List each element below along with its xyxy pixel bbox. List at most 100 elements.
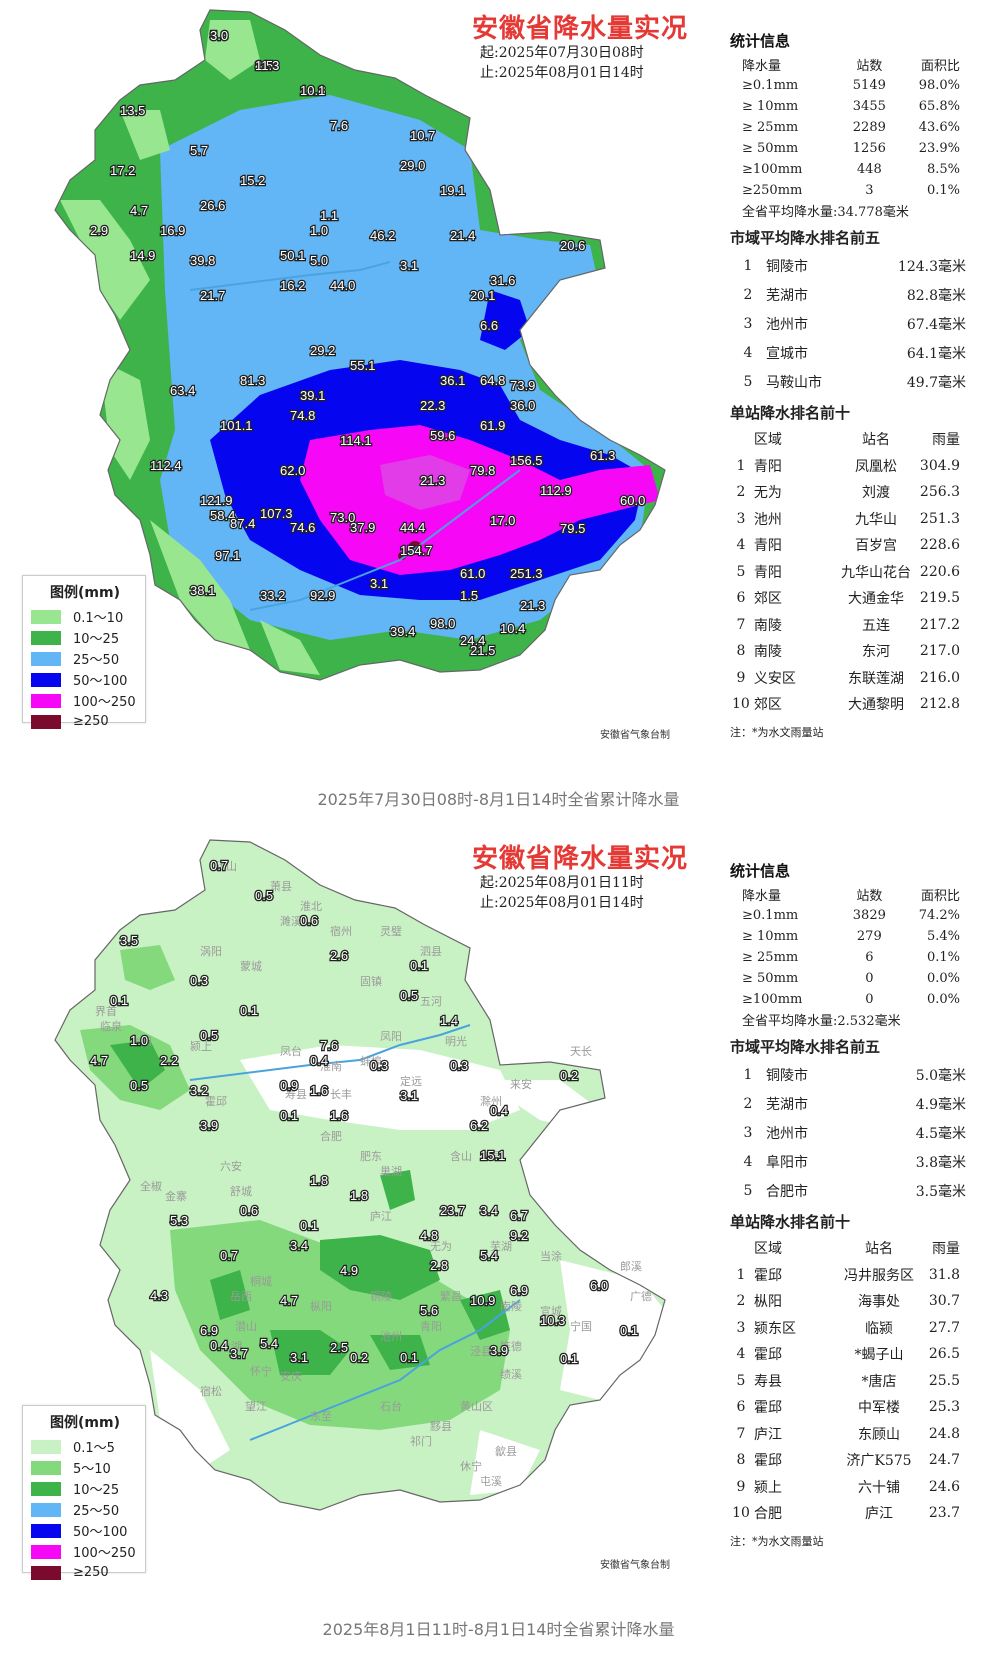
station-station: 凤凰松 xyxy=(854,458,897,475)
city-rank: 1 xyxy=(743,257,753,274)
station-value-label: 4.7 xyxy=(280,1293,298,1308)
stats-table: 降水量 站数 面积比 ≥0.1mm 3829 74.2% ≥ 10mm 279 5.4% ≥… xyxy=(730,884,960,1010)
station-value-label: 4.7 xyxy=(90,1053,108,1068)
station-station: 临颍 xyxy=(865,1320,893,1337)
station-value-label: 9.2 xyxy=(510,1228,528,1243)
station-rank: 6 xyxy=(736,1399,746,1416)
city-ranking-list: 1 铜陵市 5.0毫米 2 芜湖市 4.9毫米 3 池州市 4.5毫米 4 阜阳市 3.8毫米 5 合肥市… xyxy=(730,1060,970,1205)
city-ranking-row: 2 芜湖市 82.8毫米 xyxy=(730,280,970,309)
city-value: 3.5毫米 xyxy=(915,1183,966,1200)
station-ranking-table: 区域 站名 雨量 1 青阳 凤凰松 304.9 2 无为 刘渡 256.3 3 池州 九华山 251.… xyxy=(730,426,960,718)
station-value-label: 10.7 xyxy=(410,128,435,143)
station-value-label: 1.6 xyxy=(310,1083,328,1098)
station-value-label: 39.8 xyxy=(190,253,215,268)
station-station: 中军楼 xyxy=(858,1400,900,1417)
station-rank: 10 xyxy=(732,696,750,713)
station-value-label: 10.3 xyxy=(540,1313,565,1328)
city-name-label: 五河 xyxy=(420,995,442,1008)
city-ranking-row: 1 铜陵市 124.3毫米 xyxy=(730,251,970,280)
city-name-label: 怀宁 xyxy=(250,1364,272,1378)
city-name-label: 砀山 xyxy=(215,860,237,873)
station-value-label: 3.9 xyxy=(200,1118,218,1133)
station-value-label: 0.1 xyxy=(300,1218,318,1233)
city-city: 芜湖市 xyxy=(766,1096,808,1113)
city-name-label: 颍上 xyxy=(190,1040,212,1053)
station-value-label: 0.5 xyxy=(200,1028,218,1043)
station-value-label: 2.9 xyxy=(90,223,108,238)
station-value-label: 4.3 xyxy=(150,1288,168,1303)
stats-row: ≥100mm 448 8.5% xyxy=(730,159,960,180)
station-value-label: 33.2 xyxy=(260,588,285,603)
station-value-label: 10.9 xyxy=(470,1293,495,1308)
city-name-label: 宿松 xyxy=(200,1384,222,1398)
station-value-label: 10.4 xyxy=(500,621,525,636)
city-city: 马鞍山市 xyxy=(766,374,822,391)
precip-map-panel-1: 5.8 8.5 12.8 13.5 7.6 10.7 5.7 29.0 17.2 15.2 19.1… xyxy=(0,0,997,809)
province-border-2 xyxy=(54,839,666,1511)
station-value-label: 81.3 xyxy=(240,373,265,388)
station-value-label: 61.3 xyxy=(590,448,615,463)
city-name-label: 祁门 xyxy=(410,1434,432,1448)
station-col-name: 站名 xyxy=(861,432,890,449)
station-row: 5 青阳 九华山花台 220.6 xyxy=(730,559,960,586)
station-rank: 4 xyxy=(736,537,746,554)
station-col-value: 雨量 xyxy=(932,432,960,449)
station-row: 10 郊区 大通黎明 212.8 xyxy=(730,691,960,718)
station-value-label: 13.5 xyxy=(120,103,145,118)
station-value-label: 64.8 xyxy=(480,373,505,388)
station-value-label: 39.4 xyxy=(390,624,415,639)
legend-item: 100～250 xyxy=(31,690,139,711)
map-legend: 图例(mm) 0.1～5 5～10 10～25 25～50 50～100 100～250 ≥… xyxy=(22,1405,146,1580)
city-rank: 3 xyxy=(743,315,753,332)
city-rank: 1 xyxy=(743,1066,753,1083)
station-value-label: 6.2 xyxy=(470,1118,488,1133)
legend-label: ≥250 xyxy=(73,1565,109,1580)
station-value-label: 0.6 xyxy=(300,913,318,928)
legend-label: ≥250 xyxy=(73,714,109,729)
station-value: 24.7 xyxy=(928,1452,960,1469)
station-row: 10 合肥 庐江 23.7 xyxy=(730,1500,960,1527)
map-caption: 2025年7月30日08时-8月1日14时全省累计降水量 xyxy=(317,790,680,809)
station-value-label: 3.7 xyxy=(230,1346,248,1361)
city-value: 64.1毫米 xyxy=(906,345,966,362)
station-value-label: 0.6 xyxy=(240,1203,258,1218)
station-value-label: 39.1 xyxy=(300,388,325,403)
station-area: 霍邱 xyxy=(754,1267,782,1284)
station-value-label: 0.1 xyxy=(110,993,128,1008)
station-rank: 7 xyxy=(736,616,746,633)
station-value-label: 10.1 xyxy=(300,83,325,98)
city-rank: 2 xyxy=(743,286,753,303)
station-area: 霍邱 xyxy=(754,1347,782,1364)
station-value: 23.7 xyxy=(928,1505,960,1522)
station-value-label: 4.9 xyxy=(340,1263,358,1278)
station-area: 义安区 xyxy=(753,670,796,687)
station-value-label: 107.3 xyxy=(260,506,293,521)
station-ranking-table: 区域 站名 雨量 1 霍邱 冯井服务区 31.8 2 枞阳 海事处 30.7 3 颍东区 临颍 27.… xyxy=(730,1235,960,1527)
legend-item: 50～100 xyxy=(31,669,139,690)
legend-items: 0.1～5 5～10 10～25 25～50 50～100 100～250 ≥250 xyxy=(31,1436,139,1583)
city-name-label: 宿州 xyxy=(330,924,352,938)
legend-title: 图例(mm) xyxy=(50,1415,120,1431)
stats-count: 0 xyxy=(865,992,874,1007)
city-name-label: 蒙城 xyxy=(240,960,262,973)
city-name-label: 芜湖 xyxy=(490,1239,512,1253)
station-value-label: 8.5 xyxy=(255,58,273,73)
station-row: 3 池州 九华山 251.3 xyxy=(730,506,960,533)
station-value: 251.3 xyxy=(919,510,960,527)
city-name-label: 临泉 xyxy=(100,1019,122,1033)
legend-swatch xyxy=(31,1439,61,1454)
city-name-label: 寿县 xyxy=(285,1087,307,1101)
city-name-label: 凤台 xyxy=(280,1044,302,1058)
station-value-label: 16.2 xyxy=(280,278,305,293)
stats-heading: 统计信息 xyxy=(730,862,791,880)
legend-label: 100～250 xyxy=(73,1546,136,1561)
station-value: 212.8 xyxy=(919,696,960,713)
station-station: 九华山花台 xyxy=(840,564,911,581)
station-area: 青阳 xyxy=(753,538,782,555)
legend-label: 100～250 xyxy=(73,695,136,710)
city-city: 阜阳市 xyxy=(766,1154,808,1171)
legend-title: 图例(mm) xyxy=(50,585,120,601)
station-value-label: 0.1 xyxy=(410,958,428,973)
station-value-label: 44.4 xyxy=(400,520,425,535)
city-name-label: 凤阳 xyxy=(380,1030,402,1043)
